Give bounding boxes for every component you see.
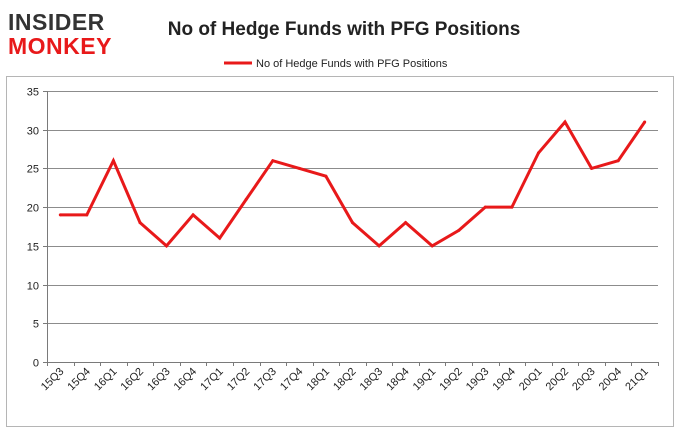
data-point-21Q1 (643, 120, 647, 124)
data-point-20Q3 (590, 166, 594, 170)
x-tick-label-16Q3: 16Q3 (145, 366, 173, 394)
data-point-20Q4 (616, 159, 620, 163)
data-point-16Q3 (165, 244, 168, 248)
data-point-19Q1 (430, 244, 434, 248)
axes (43, 91, 659, 366)
data-point-20Q2 (563, 120, 567, 124)
data-point-15Q3 (58, 213, 62, 217)
x-tick-label-18Q4: 18Q4 (384, 366, 412, 394)
y-tick-labels: 0 5 10 15 20 25 30 35 (27, 87, 39, 370)
y-tick-label-0: 0 (33, 358, 39, 370)
logo-line-2: MONKEY (8, 33, 112, 59)
x-tick-label-20Q2: 20Q2 (544, 366, 572, 394)
x-tick-label-16Q1: 16Q1 (92, 366, 120, 394)
series (58, 119, 647, 249)
x-tick-label-19Q3: 19Q3 (464, 366, 492, 394)
series-line-0 (60, 119, 646, 249)
data-point-20Q1 (537, 151, 540, 155)
data-point-18Q1 (324, 174, 328, 178)
data-point-18Q2 (351, 221, 354, 225)
x-tick-label-20Q4: 20Q4 (597, 366, 625, 394)
data-point-17Q1 (218, 236, 222, 240)
x-tick-label-18Q3: 18Q3 (358, 366, 386, 394)
x-tick-label-18Q1: 18Q1 (305, 366, 333, 394)
x-tick-label-20Q1: 20Q1 (517, 366, 545, 394)
x-tick-labels: 15Q3 15Q4 16Q1 16Q2 16Q3 16Q4 17Q1 17Q2 17Q3 17Q4… (39, 366, 651, 394)
data-point-15Q4 (85, 213, 89, 217)
gridlines (47, 91, 658, 324)
y-tick-label-10: 10 (27, 281, 39, 293)
legend: No of Hedge Funds with PFG Positions (224, 58, 448, 70)
y-tick-label-25: 25 (27, 164, 39, 176)
x-tick-label-15Q3: 15Q3 (39, 366, 67, 394)
data-point-17Q2 (244, 197, 248, 201)
x-tick-label-17Q4: 17Q4 (278, 366, 306, 394)
x-tick-label-16Q4: 16Q4 (172, 366, 200, 394)
x-tick-label-17Q2: 17Q2 (225, 366, 253, 394)
data-point-19Q4 (510, 205, 514, 209)
x-tick-label-16Q2: 16Q2 (119, 366, 147, 394)
y-tick-label-20: 20 (27, 203, 39, 215)
data-point-19Q3 (483, 205, 487, 209)
x-tick-label-19Q2: 19Q2 (437, 366, 465, 394)
x-tick-label-17Q3: 17Q3 (251, 366, 279, 394)
data-point-16Q1 (111, 159, 115, 163)
data-point-17Q3 (271, 159, 275, 163)
x-tick-label-18Q2: 18Q2 (331, 366, 359, 394)
chart-title: No of Hedge Funds with PFG Positions (168, 19, 521, 40)
insider-monkey-logo: INSIDER MONKEY (8, 9, 112, 59)
data-point-18Q3 (377, 244, 381, 248)
logo-line-1: INSIDER (8, 9, 105, 35)
data-point-16Q4 (191, 213, 195, 217)
x-tick-label-19Q4: 19Q4 (490, 366, 518, 394)
y-tick-label-5: 5 (33, 319, 39, 331)
data-point-16Q2 (138, 221, 142, 225)
x-tick-label-17Q1: 17Q1 (198, 366, 226, 394)
data-point-19Q2 (457, 228, 461, 232)
y-tick-label-15: 15 (27, 242, 39, 254)
x-tick-label-19Q1: 19Q1 (411, 366, 439, 394)
legend-label: No of Hedge Funds with PFG Positions (256, 58, 448, 70)
data-point-18Q4 (404, 221, 408, 225)
data-point-17Q4 (297, 166, 301, 170)
x-tick-label-20Q3: 20Q3 (570, 366, 598, 394)
chart-frame (6, 76, 674, 427)
y-tick-label-35: 35 (27, 87, 39, 99)
x-tick-label-15Q4: 15Q4 (65, 366, 93, 394)
x-tick-label-21Q1: 21Q1 (623, 366, 651, 394)
y-tick-label-30: 30 (27, 126, 39, 138)
